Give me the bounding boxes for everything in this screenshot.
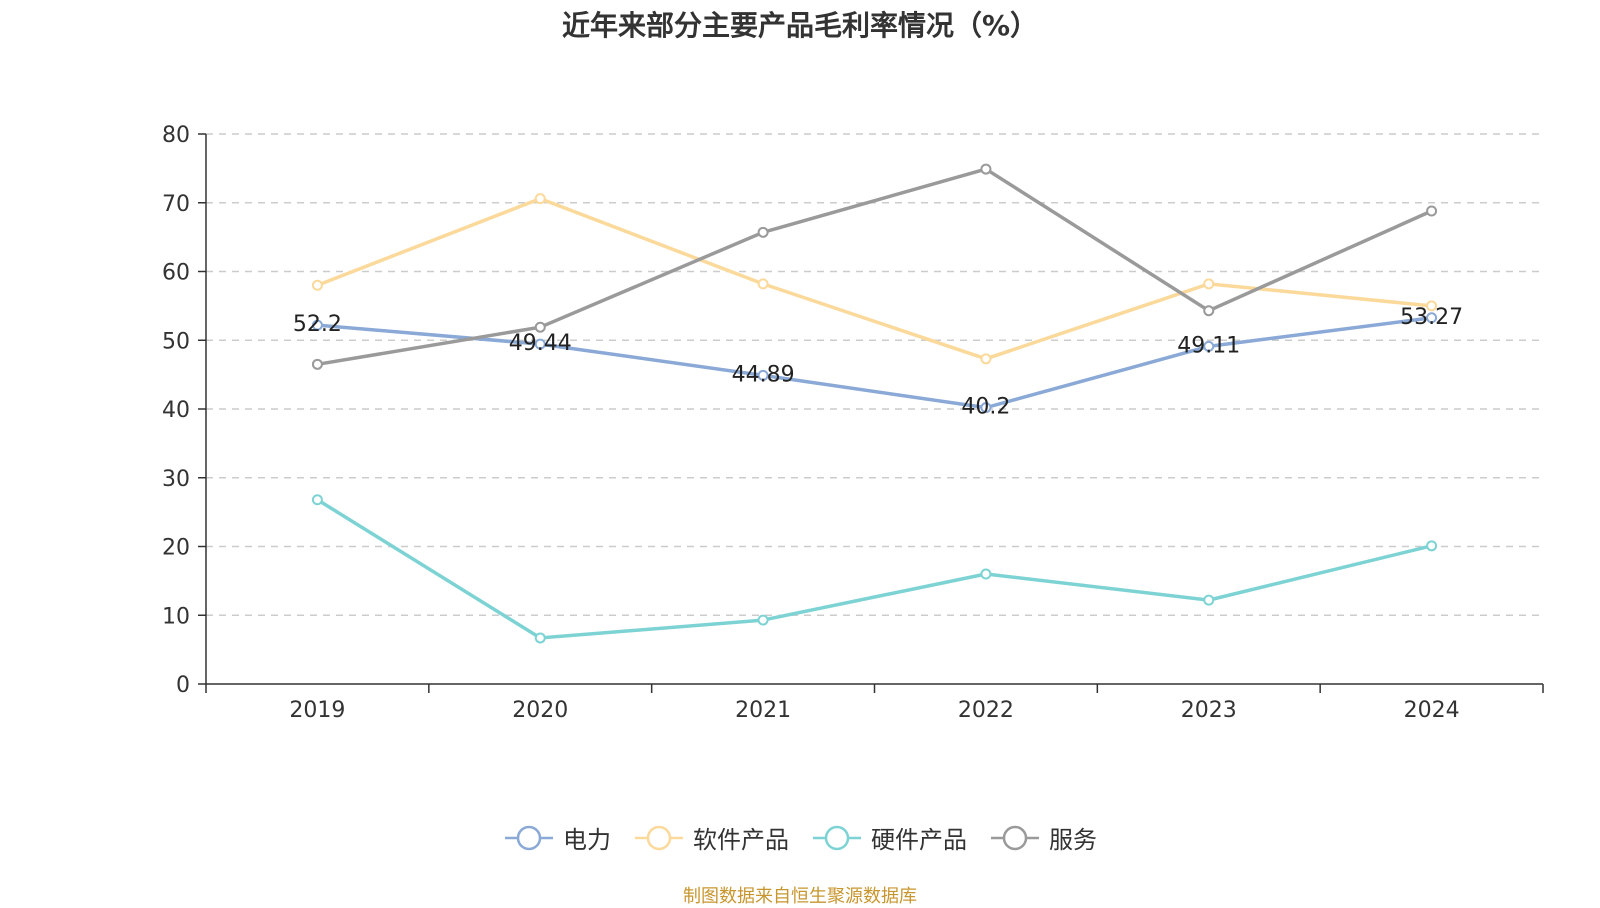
data-point <box>534 193 546 205</box>
y-tick-label: 40 <box>162 398 190 423</box>
legend-marker-icon <box>813 825 861 850</box>
data-point <box>1203 305 1215 317</box>
legend-marker-icon <box>505 825 553 850</box>
y-tick-label: 70 <box>162 192 190 217</box>
data-point <box>311 319 323 331</box>
series-line <box>317 167 1433 367</box>
data-point <box>534 632 546 644</box>
data-point <box>980 353 992 365</box>
data-point <box>311 358 323 370</box>
x-tick-label: 2023 <box>1181 698 1237 723</box>
data-point <box>1203 340 1215 352</box>
legend-item[interactable]: 软件产品 <box>633 820 789 855</box>
data-point <box>534 321 546 333</box>
legend-item[interactable]: 服务 <box>989 820 1097 855</box>
data-point <box>1203 594 1215 606</box>
legend-label: 硬件产品 <box>871 826 967 854</box>
data-label: 52.2 <box>293 312 342 337</box>
legend-marker-icon <box>635 825 683 850</box>
y-tick-label: 30 <box>162 467 190 492</box>
data-point <box>311 279 323 291</box>
legend-marker-icon <box>991 825 1039 850</box>
series-layer <box>311 163 1438 644</box>
data-label: 44.89 <box>732 362 795 387</box>
legend-label: 软件产品 <box>693 826 789 854</box>
y-tick-label: 60 <box>162 261 190 286</box>
data-point <box>1426 312 1438 324</box>
y-tick-label: 10 <box>162 604 190 629</box>
legend-item[interactable]: 硬件产品 <box>811 820 967 855</box>
data-point <box>757 369 769 381</box>
y-tick-label: 20 <box>162 536 190 561</box>
data-point <box>1203 278 1215 290</box>
chart-title: 近年来部分主要产品毛利率情况（%） <box>561 9 1039 42</box>
data-point <box>757 226 769 238</box>
series-line <box>317 316 1432 410</box>
x-tick-label: 2019 <box>289 698 345 723</box>
data-label-layer: 52.2 49.44 44.89 40.2 49.11 53.27 <box>293 305 1463 420</box>
data-point <box>1426 205 1438 217</box>
line-chart: 0 10 20 30 40 50 60 70 80 2019 2020 2021 2022 2023 202… <box>162 123 1544 723</box>
x-tick-label: 2020 <box>512 698 568 723</box>
data-label: 40.2 <box>961 395 1010 420</box>
series-line <box>316 498 1432 640</box>
y-tick-label: 80 <box>162 123 190 148</box>
data-point <box>757 614 769 626</box>
data-point <box>980 163 992 175</box>
legend-label: 电力 <box>563 826 611 854</box>
data-point <box>311 494 323 506</box>
axis-layer: 0 10 20 30 40 50 60 70 80 2019 2020 2021 2022 2023 202… <box>162 123 1544 723</box>
legend: 电力 软件产品 硬件产品 服务 <box>0 820 1600 855</box>
y-tick-label: 50 <box>162 329 190 354</box>
data-label: 53.27 <box>1400 305 1463 330</box>
data-label: 49.11 <box>1177 333 1240 358</box>
data-point <box>1426 540 1438 552</box>
x-tick-label: 2024 <box>1404 698 1460 723</box>
y-tick-label: 0 <box>176 673 190 698</box>
data-point <box>1426 300 1438 312</box>
legend-label: 服务 <box>1049 826 1097 854</box>
data-point <box>757 278 769 290</box>
grid-layer <box>206 133 1543 616</box>
x-tick-label: 2021 <box>735 698 791 723</box>
series-line <box>316 196 1432 361</box>
data-point <box>534 338 546 350</box>
data-label: 49.44 <box>509 331 572 356</box>
data-point <box>980 568 992 580</box>
data-point <box>980 402 992 414</box>
source-note: 制图数据来自恒生聚源数据库 <box>683 886 917 907</box>
x-tick-label: 2022 <box>958 698 1014 723</box>
legend-item[interactable]: 电力 <box>503 820 611 855</box>
